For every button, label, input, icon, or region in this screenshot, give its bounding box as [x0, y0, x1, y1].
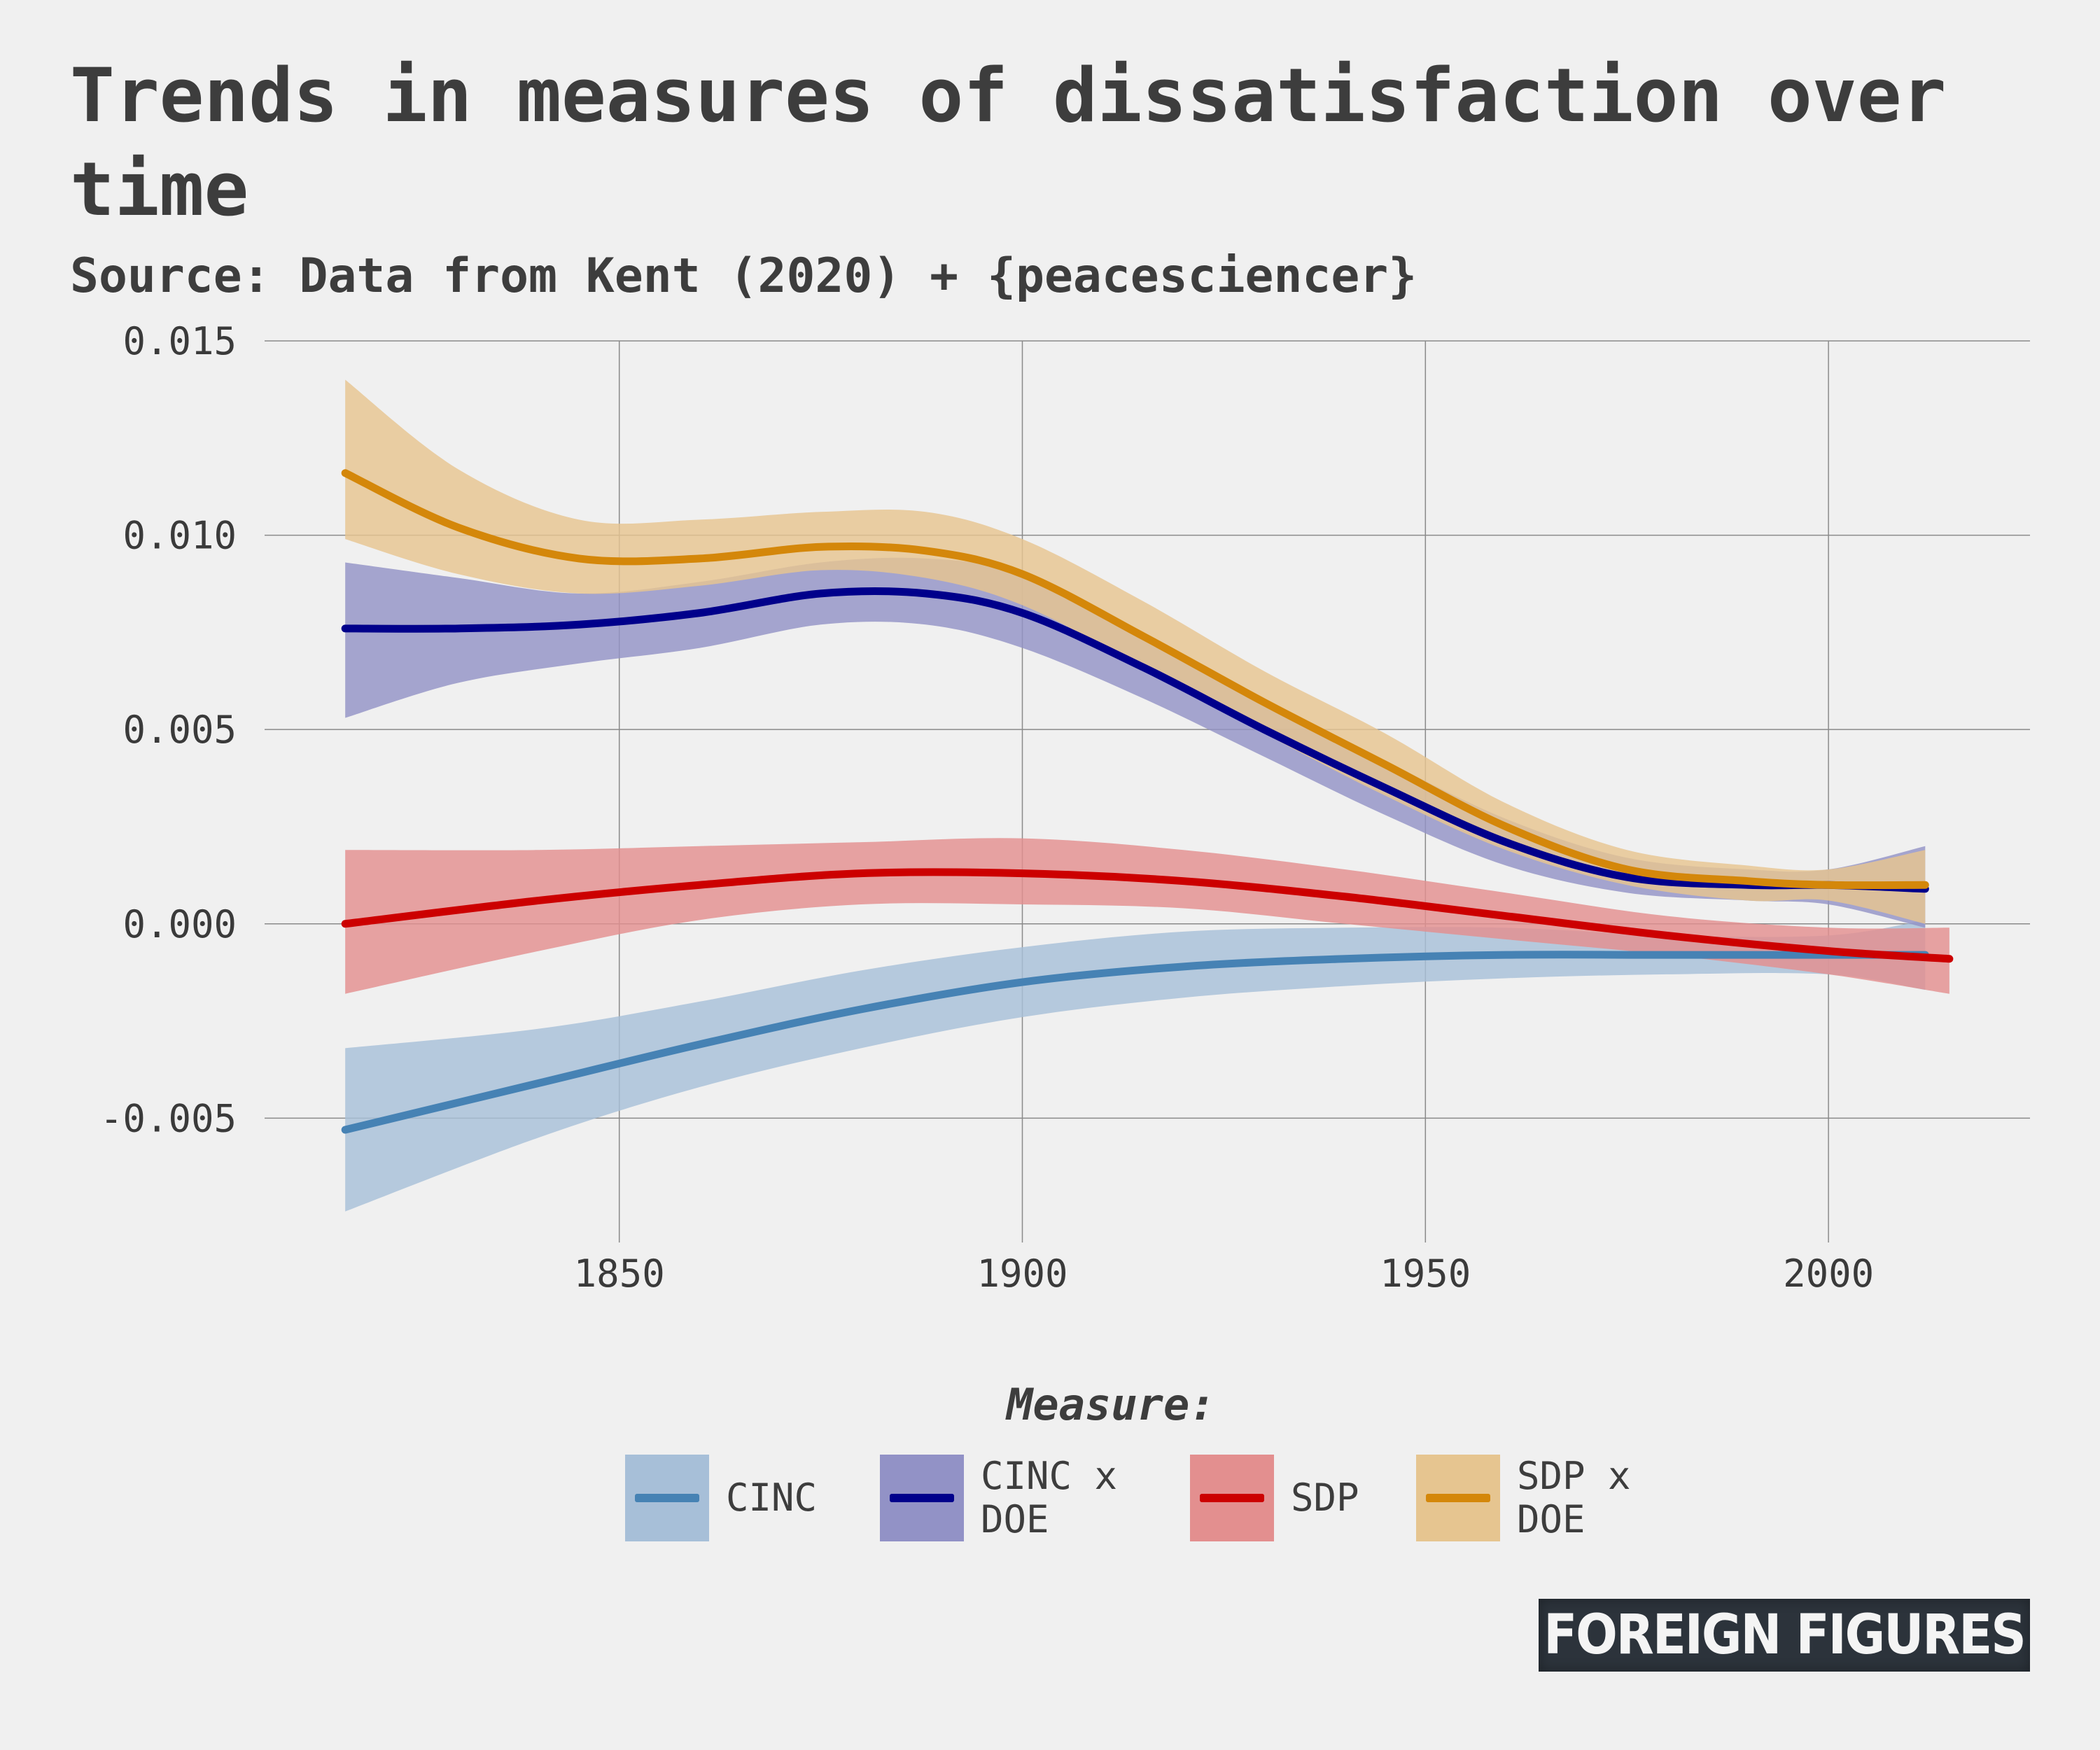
legend-line-sdp-x-doe — [1426, 1494, 1490, 1502]
legend-key-cinc-x-doe — [880, 1455, 964, 1541]
legend-label-sdp: SDP — [1291, 1476, 1359, 1520]
x-tick-label: 1850 — [574, 1252, 665, 1296]
line-cinc — [341, 951, 1929, 1134]
line-sdp — [341, 868, 1954, 963]
x-tick-label: 1900 — [976, 1252, 1068, 1296]
legend-label-cinc-x-doe: CINC x DOE — [981, 1454, 1118, 1541]
y-tick-label: 0.005 — [122, 708, 237, 752]
x-tick-label: 2000 — [1783, 1252, 1874, 1296]
line-cinc-x-doe — [341, 587, 1929, 893]
y-tick-label: 0.010 — [122, 514, 237, 558]
y-tick-label: 0.000 — [122, 902, 237, 946]
legend-line-sdp — [1200, 1494, 1264, 1502]
chart-subtitle: Source: Data from Kent (2020) + {peacesc… — [70, 248, 1418, 304]
legend-title: Measure: — [1007, 1379, 1216, 1430]
legend-key-cinc — [625, 1455, 709, 1541]
band-sdp — [345, 838, 1949, 994]
band-cinc — [345, 920, 1926, 1212]
legend-line-cinc-x-doe — [890, 1494, 954, 1502]
chart-title: Trends in measures of dissatisfaction ov… — [70, 52, 1947, 232]
legend-key-sdp — [1190, 1455, 1274, 1541]
y-tick-label: -0.005 — [100, 1096, 237, 1140]
y-tick-label: 0.015 — [122, 319, 237, 363]
x-tick-label: 1950 — [1380, 1252, 1471, 1296]
legend-label-sdp-x-doe: SDP x DOE — [1517, 1454, 1631, 1541]
brand-logo: FOREIGN FIGURES — [1539, 1599, 2030, 1672]
band-sdp-x-doe — [345, 379, 1926, 924]
legend-key-sdp-x-doe — [1416, 1455, 1500, 1541]
line-sdp-x-doe — [341, 469, 1929, 890]
legend-label-cinc: CINC — [726, 1476, 818, 1520]
legend-line-cinc — [635, 1494, 699, 1502]
line-chart: -0.005 0.000 0.005 0.010 0.015 1850 1900 1950 20… — [100, 319, 2030, 1296]
